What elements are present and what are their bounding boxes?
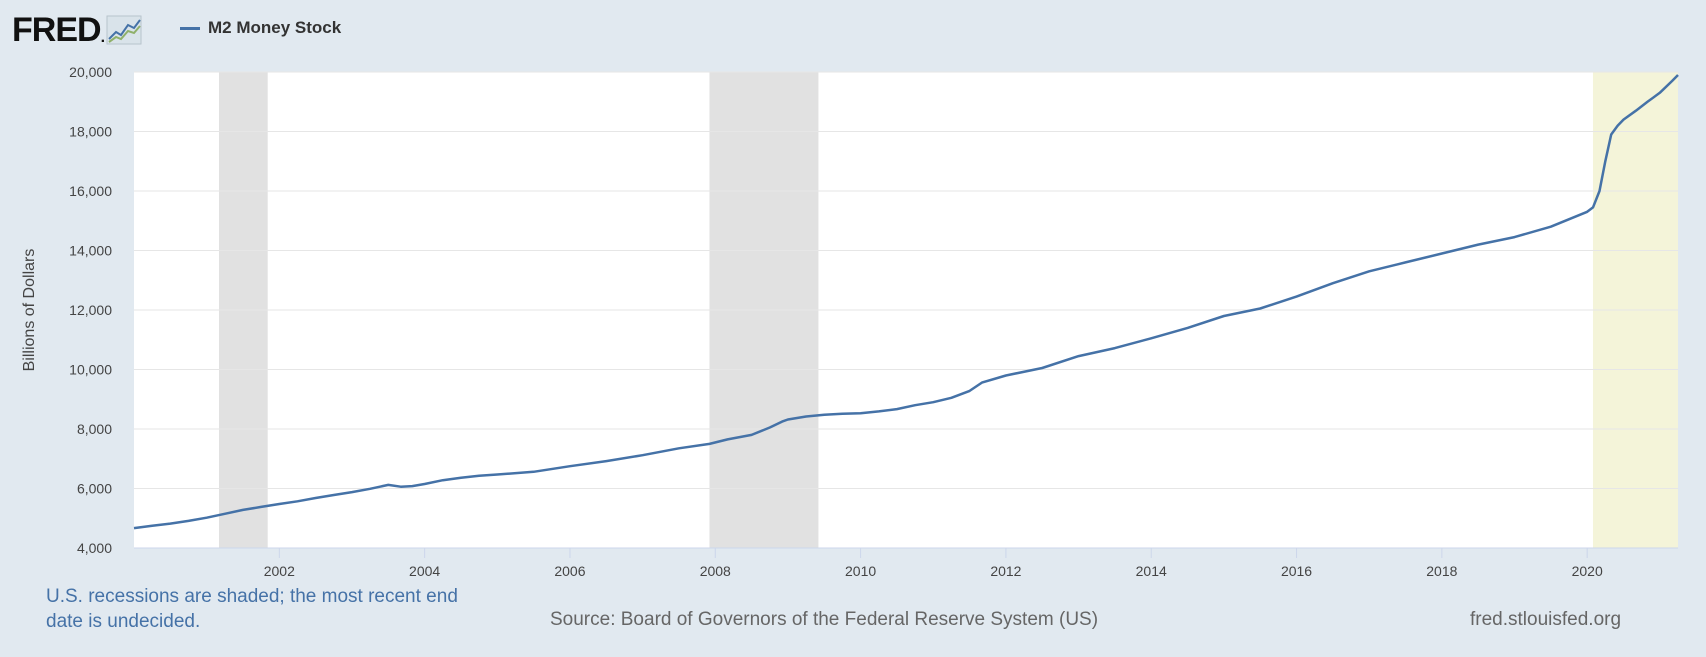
y-tick-label: 4,000: [77, 540, 112, 556]
x-tick-label: 2010: [845, 563, 876, 579]
chart-legend[interactable]: M2 Money Stock: [180, 18, 341, 38]
fred-chart-icon: [106, 15, 142, 45]
x-tick-label: 2008: [700, 563, 731, 579]
y-tick-label: 8,000: [77, 421, 112, 437]
y-tick-label: 16,000: [69, 183, 112, 199]
fred-logo-dot: .: [100, 29, 106, 46]
fred-logo-text: FRED: [12, 11, 102, 49]
x-tick-label: 2002: [264, 563, 295, 579]
y-tick-label: 10,000: [69, 362, 112, 378]
x-tick-label: 2004: [409, 563, 440, 579]
fred-logo[interactable]: FRED.: [12, 10, 142, 50]
x-tick-label: 2016: [1281, 563, 1312, 579]
y-tick-label: 14,000: [69, 243, 112, 259]
x-tick-label: 2006: [554, 563, 585, 579]
source-text: Source: Board of Governors of the Federa…: [550, 609, 1099, 630]
x-tick-label: 2014: [1136, 563, 1167, 579]
x-tick-label: 2018: [1426, 563, 1457, 579]
legend-label: M2 Money Stock: [208, 18, 342, 37]
x-tick-label: 2012: [990, 563, 1021, 579]
y-tick-label: 20,000: [69, 64, 112, 80]
legend-swatch: [180, 26, 200, 30]
series-line-m2[interactable]: [133, 74, 1679, 530]
recession-note: U.S. recessions are shaded; the most rec…: [46, 586, 458, 632]
x-tick-label: 2020: [1572, 563, 1603, 579]
site-link[interactable]: fred.stlouisfed.org: [1470, 609, 1622, 630]
y-tick-label: 6,000: [77, 481, 112, 497]
y-tick-label: 12,000: [69, 302, 112, 318]
y-axis-label: Billions of Dollars: [21, 249, 38, 372]
y-tick-label: 18,000: [69, 124, 112, 140]
